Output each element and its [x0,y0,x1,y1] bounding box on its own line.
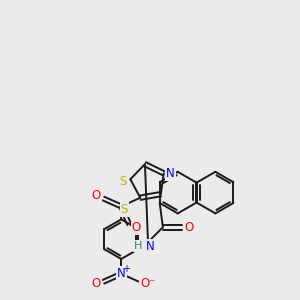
Text: N: N [146,240,154,253]
Text: O: O [92,277,101,290]
Text: +: + [122,264,130,274]
Text: N: N [117,267,126,280]
Text: O: O [131,221,141,234]
Text: S: S [121,203,128,216]
Text: S: S [120,175,127,188]
Text: N: N [166,167,175,180]
Text: O⁻: O⁻ [140,277,156,290]
Text: O: O [184,221,193,234]
Text: O: O [92,189,101,202]
Text: H: H [134,241,142,251]
